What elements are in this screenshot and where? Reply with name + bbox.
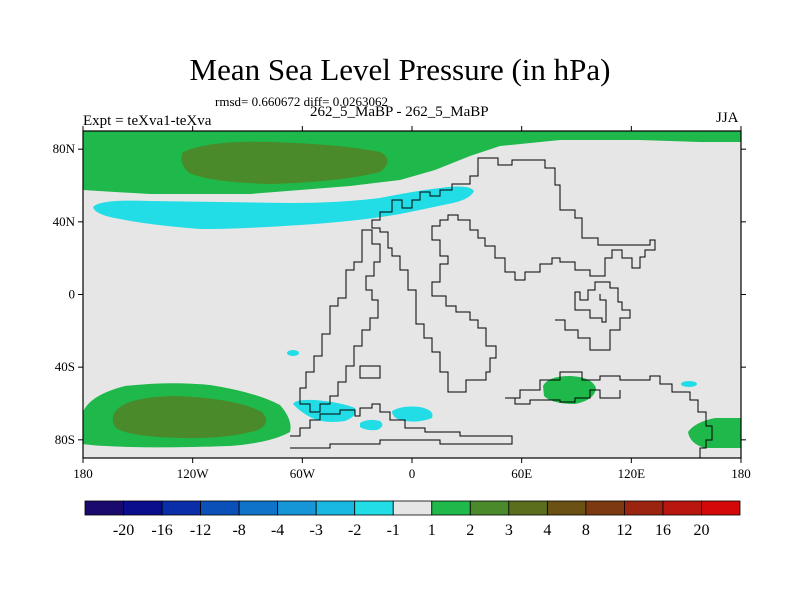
negative-anomaly-antarctic [392,406,433,422]
lon-tick-label: 180 [73,466,93,481]
colorbar-label: -16 [151,522,172,539]
coastline-americas [299,229,381,413]
experiment-label: Expt = teXva1-teXva [83,113,212,129]
colorbar: -20 -16 -12 -8 -4 -3 -2 -1 1 2 3 4 8 12 16 20 [84,500,741,539]
colorbar-swatch [277,500,317,516]
negative-anomaly-antarctic [360,419,383,431]
colorbar-swatch [469,500,510,516]
lon-tick-label: 180 [731,466,751,481]
colorbar-swatch [84,500,124,516]
colorbar-swatch [701,500,741,516]
coastline-eurasia-africa [371,157,656,393]
colorbar-swatch [315,500,356,516]
coastline-southeast-asia [555,281,631,351]
lon-tick-label: 120W [177,466,210,481]
negative-anomaly-spot [287,350,299,356]
colorbar-label: 1 [428,522,436,539]
colorbar-label: 3 [505,522,513,539]
colorbar-label: -2 [348,522,361,539]
lat-tick-label: 80S [55,432,75,447]
colorbar-swatch [354,500,394,516]
lon-tick-label: 60W [290,466,316,481]
map-axes: 180 120W 60W 0 60E 120E 180 80N 40N 0 40S 80S [53,126,751,481]
contour-fills [83,131,741,448]
colorbar-swatch [200,500,240,516]
colorbar-swatch [123,500,163,516]
colorbar-label: 16 [655,522,671,539]
colorbar-label: -8 [232,522,245,539]
colorbar-label: 2 [466,522,474,539]
colorbar-swatch [508,500,548,516]
lat-tick-label: 40S [55,359,75,374]
colorbar-swatch [662,500,702,516]
positive-anomaly-south-core [112,396,267,439]
colorbar-swatch [431,500,471,516]
negative-anomaly-midlat [93,186,474,229]
colorbar-label: 12 [616,522,632,539]
lat-tick-label: 80N [53,141,76,156]
lat-tick-label: 40N [53,214,76,229]
coastline-caribbean [359,365,381,379]
colorbar-label: 20 [693,522,709,539]
coastline-australia-south [505,389,621,405]
colorbar-label: -4 [271,522,284,539]
coastline-australia [505,371,713,458]
colorbar-label: -3 [310,522,323,539]
runs-label: 262_5_MaBP - 262_5_MaBP [310,104,489,120]
colorbar-label: -1 [387,522,400,539]
lat-tick-label: 0 [69,287,76,302]
lon-tick-label: 60E [511,466,532,481]
positive-anomaly-southeast [688,418,741,448]
colorbar-swatch [238,500,279,516]
lon-tick-label: 0 [409,466,416,481]
colorbar-label: 4 [543,522,551,539]
colorbar-label: -20 [113,522,134,539]
season-label: JJA [716,110,739,126]
colorbar-swatch [624,500,664,516]
coastline-antarctica [290,403,513,449]
negative-anomaly-spot [681,381,697,387]
colorbar-swatch [585,500,625,516]
positive-anomaly-indian [543,376,596,404]
positive-anomaly-north-core [181,141,388,184]
colorbar-swatch [546,500,587,516]
colorbar-label: 8 [582,522,590,539]
colorbar-label: -12 [190,522,211,539]
coastlines [290,157,713,458]
colorbar-swatch [392,500,433,516]
plot-title: Mean Sea Level Pressure (in hPa) [189,52,611,87]
lon-tick-label: 120E [618,466,646,481]
stats-text: rmsd= 0.660672 diff= 0.0263062 [215,94,388,109]
negative-anomaly-antarctic [293,399,356,422]
colorbar-swatch [161,500,201,516]
